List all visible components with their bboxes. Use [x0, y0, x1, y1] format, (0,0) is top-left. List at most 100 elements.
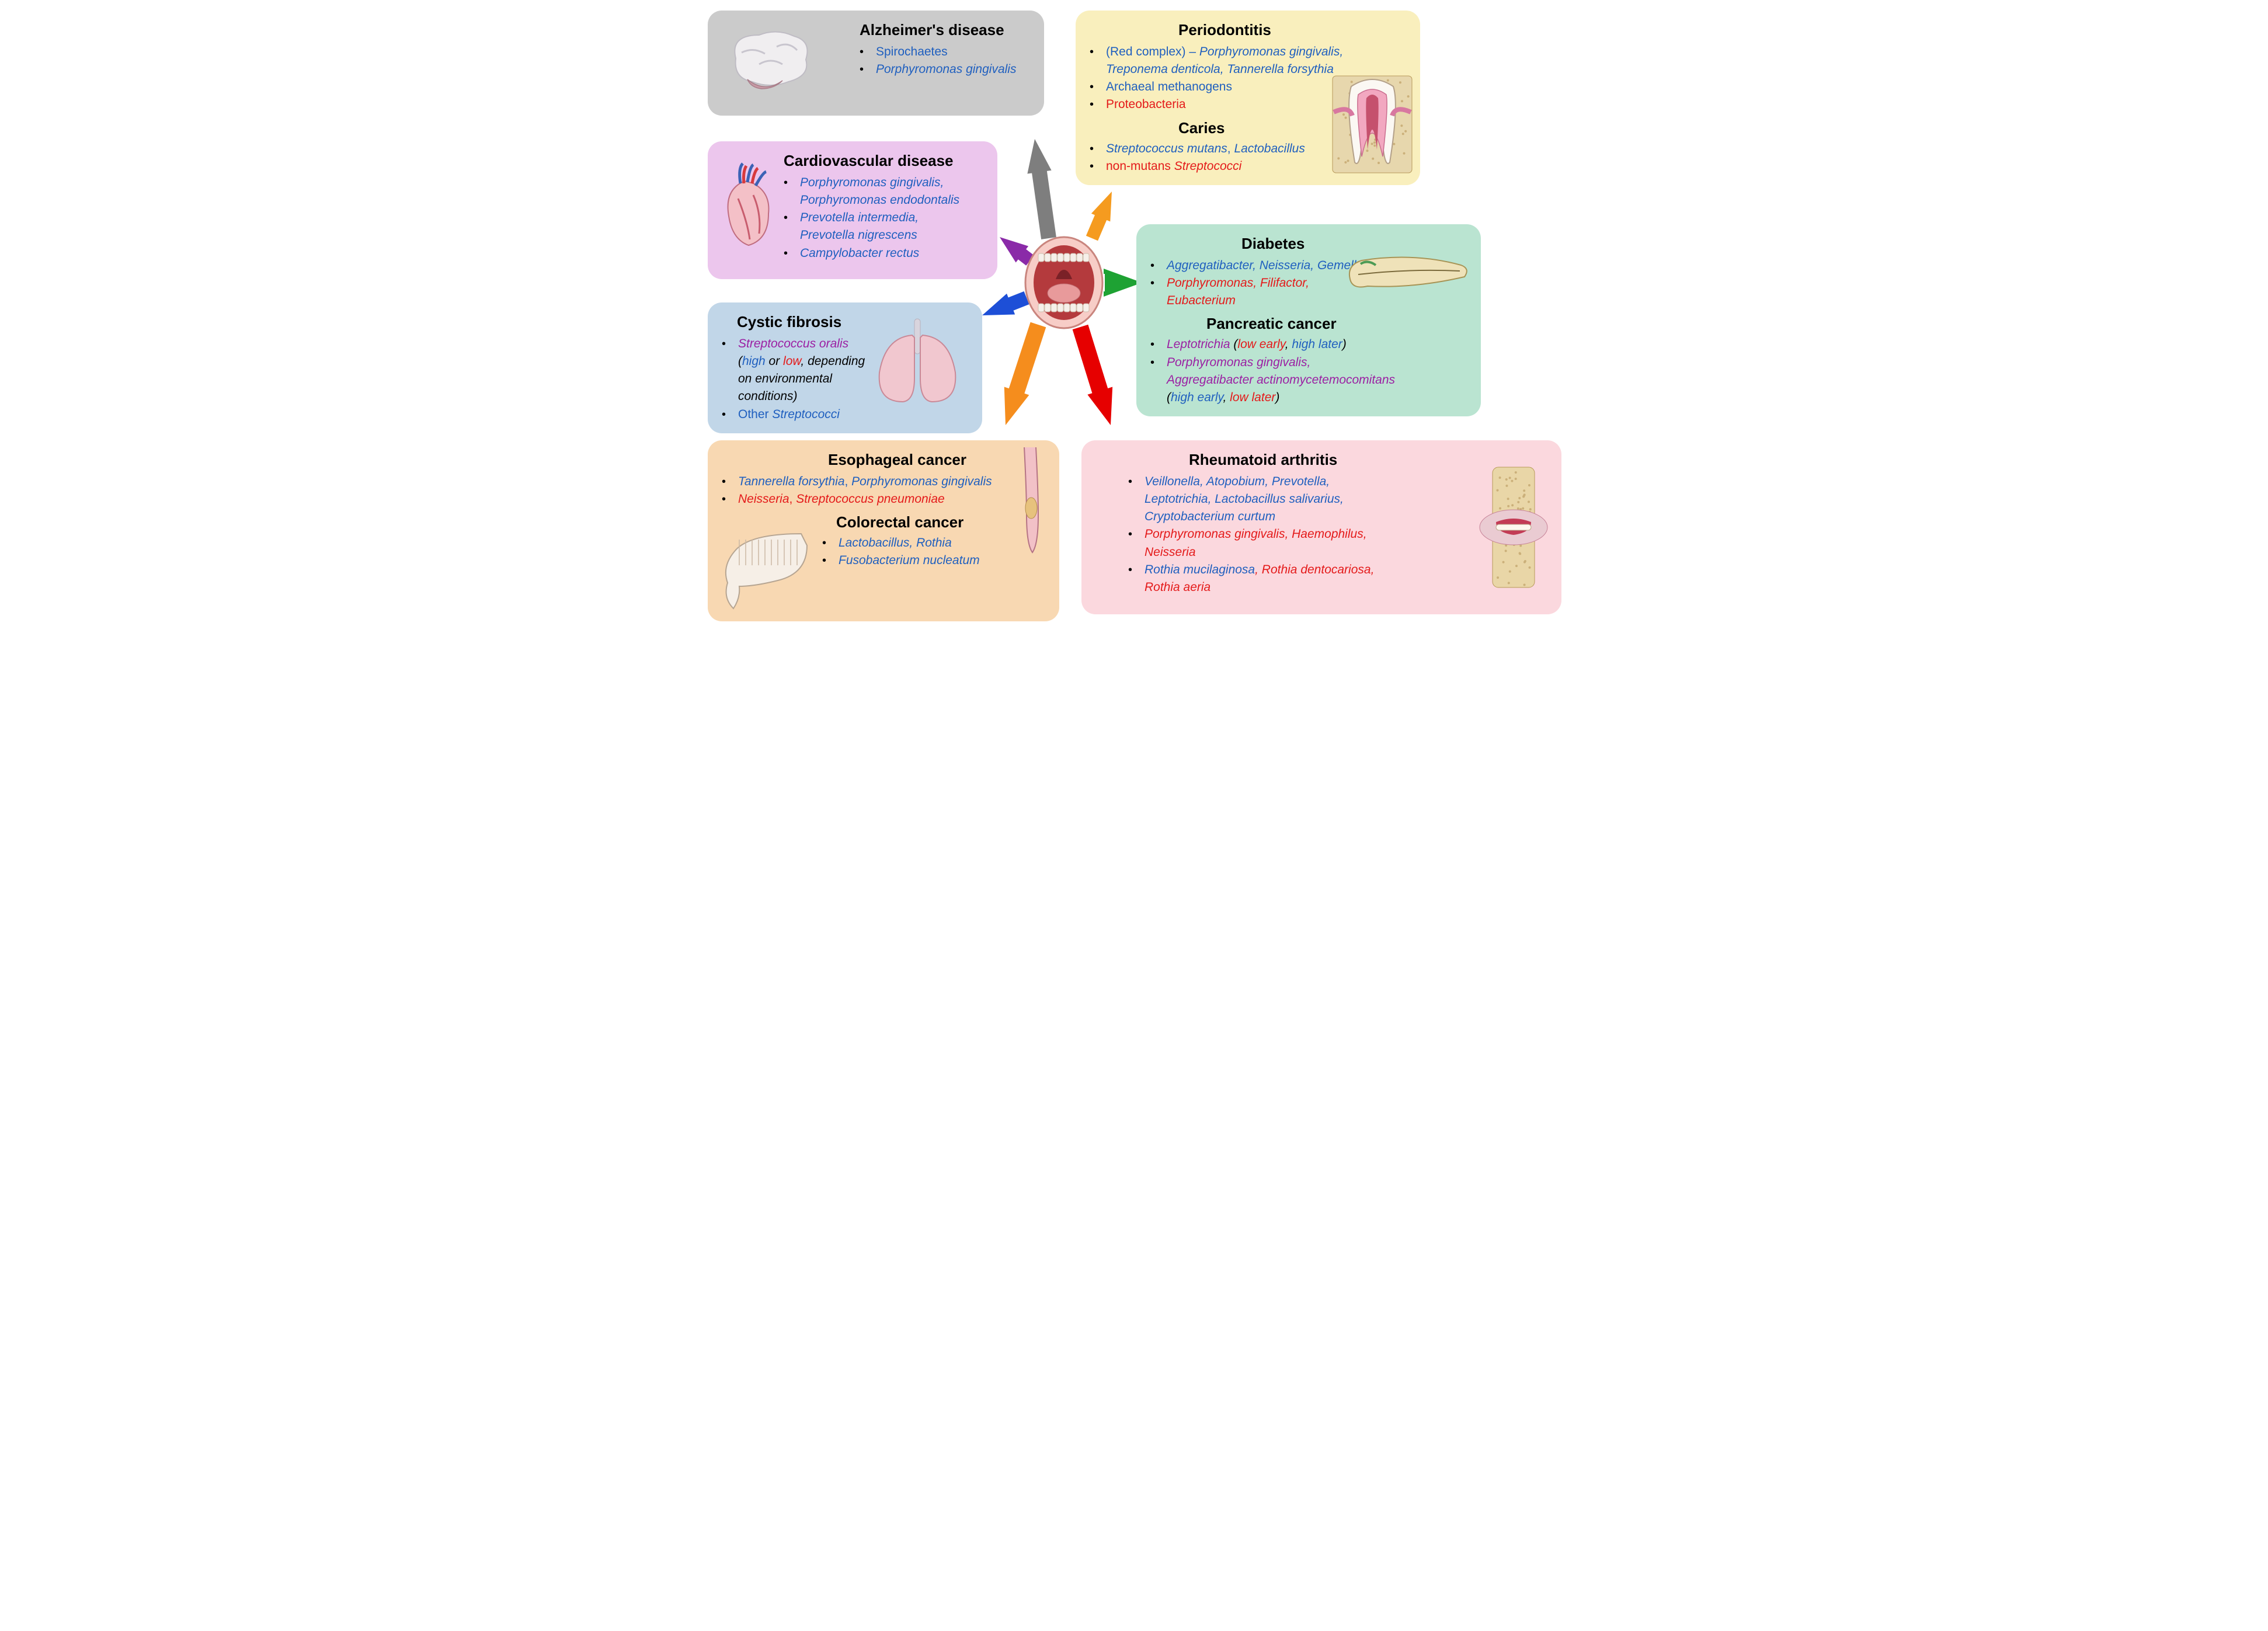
text-segment: Eubacterium	[1167, 294, 1236, 307]
arrow-perio	[1086, 192, 1112, 241]
text-segment: ,	[1255, 563, 1262, 576]
text-segment: Leptotrichia	[1167, 338, 1233, 351]
card-gi: Esophageal cancerTannerella forsythia, P…	[708, 440, 1059, 621]
pancreas-icon	[1344, 248, 1473, 309]
text-segment: Spirochaetes	[876, 45, 948, 58]
arrow-gi	[1004, 322, 1046, 425]
text-segment: low later	[1230, 391, 1275, 404]
text-segment: Other	[738, 408, 772, 421]
text-segment: Porphyromonas gingivalis,	[1167, 356, 1310, 369]
text-segment: Lactobacillus, Rothia	[839, 536, 952, 550]
text-segment: high early	[1171, 391, 1223, 404]
text-segment: Porphyromonas gingivalis,	[1199, 45, 1343, 58]
text-segment: ,	[1371, 563, 1375, 576]
card-title: Alzheimer's disease	[860, 21, 1032, 39]
text-segment: non-mutans	[1106, 159, 1174, 173]
text-segment: Lactobacillus	[1234, 142, 1305, 155]
text-segment: Prevotella nigrescens	[800, 228, 917, 242]
text-segment: )	[1275, 391, 1279, 404]
text-segment: Porphyromonas gingivalis, Haemophilus,	[1145, 527, 1367, 541]
bullet-item: Prevotella nigrescens	[784, 227, 986, 244]
text-segment: or	[766, 354, 783, 368]
text-segment: low	[783, 354, 801, 368]
bullet-item: Tannerella forsythia, Porphyromonas ging…	[722, 474, 1048, 490]
text-segment: ,	[1285, 338, 1292, 351]
arrow-alzheimer	[1027, 139, 1056, 239]
text-segment: Aggregatibacter actinomycetemocomitans	[1167, 373, 1395, 387]
text-segment: (Red complex) –	[1106, 45, 1199, 58]
card-title: Cardiovascular disease	[784, 152, 986, 170]
text-segment: )	[1342, 338, 1347, 351]
card-subtitle: Pancreatic cancer	[1206, 315, 1469, 333]
gi-icon	[714, 528, 819, 618]
text-segment: ,	[1223, 391, 1230, 404]
bullet-item: Porphyromonas gingivalis,	[784, 175, 986, 191]
card-diabetes: DiabetesAggregatibacter, Neisseria, Geme…	[1136, 224, 1481, 416]
lungs-icon	[862, 314, 973, 411]
card-alzheimer: Alzheimer's disease Spirochaetes Porphyrom…	[708, 11, 1044, 116]
mouth-icon	[1023, 236, 1105, 332]
text-segment: Veillonella, Atopobium, Prevotella,	[1145, 475, 1330, 488]
text-segment: high	[742, 354, 766, 368]
bullet-item: (high early, low later)	[1150, 390, 1469, 406]
bullet-item: Campylobacter rectus	[784, 245, 986, 262]
bullet-item: Spirochaetes	[860, 44, 1032, 60]
text-segment: , depending	[801, 354, 865, 368]
item-list: Tannerella forsythia, Porphyromonas ging…	[719, 474, 1048, 507]
card-title: Periodontitis	[1178, 21, 1408, 39]
text-segment: Aggregatibacter, Neisseria, Gemella	[1167, 259, 1363, 272]
text-segment: (	[1167, 391, 1171, 404]
text-segment: low early	[1237, 338, 1285, 351]
text-segment: Porphyromonas, Filifactor,	[1167, 276, 1309, 290]
card-cardio: Cardiovascular disease Porphyromonas ging…	[708, 141, 997, 279]
bullet-item: Aggregatibacter actinomycetemocomitans	[1150, 372, 1469, 388]
text-segment: (	[738, 354, 742, 368]
text-segment: Streptococcus pneumoniae	[796, 492, 945, 506]
bullet-item: Leptotrichia (low early, high later)	[1150, 336, 1469, 353]
text-segment: high later	[1292, 338, 1342, 351]
text-segment: Cryptobacterium curtum	[1145, 510, 1275, 523]
text-segment: Fusobacterium nucleatum	[839, 554, 980, 567]
bullet-item: Porphyromonas gingivalis,	[1150, 354, 1469, 371]
text-segment: Streptococci	[1174, 159, 1242, 173]
text-segment: Porphyromonas gingivalis	[851, 475, 992, 488]
text-segment: Rothia mucilaginosa	[1145, 563, 1255, 576]
text-segment: Streptococcus oralis	[738, 337, 848, 350]
text-segment: ,	[789, 492, 796, 506]
arrow-arthritis	[1073, 325, 1113, 425]
text-segment: Porphyromonas gingivalis	[876, 62, 1016, 76]
text-segment: conditions)	[738, 390, 798, 403]
text-segment: ,	[845, 475, 852, 488]
text-segment: Treponema denticola, Tannerella forsythi…	[1106, 62, 1334, 76]
joint-icon	[1473, 466, 1554, 592]
brain-icon	[718, 23, 818, 102]
text-segment: Rothia dentocariosa	[1262, 563, 1371, 576]
text-segment: Neisseria	[1145, 545, 1196, 559]
bullet-item: Porphyromonas gingivalis	[860, 61, 1032, 78]
card-arthritis: Rheumatoid arthritisVeillonella, Atopobi…	[1081, 440, 1561, 614]
bullet-item: Porphyromonas endodontalis	[784, 192, 986, 208]
bullet-item: Prevotella intermedia,	[784, 210, 986, 226]
text-segment: Rothia aeria	[1145, 580, 1210, 594]
text-segment: Leptotrichia, Lactobacillus salivarius,	[1145, 492, 1344, 506]
heart-icon	[712, 158, 777, 254]
text-segment: Neisseria	[738, 492, 789, 506]
text-segment: Archaeal methanogens	[1106, 80, 1232, 93]
text-segment: Porphyromonas endodontalis	[800, 193, 959, 207]
card-cystic: Cystic fibrosisStreptococcus oralis(high…	[708, 302, 982, 433]
text-segment: Porphyromonas gingivalis,	[800, 176, 944, 189]
esophagus-icon	[1013, 445, 1048, 559]
text-segment: ,	[1227, 142, 1234, 155]
text-segment: Streptococcus mutans	[1106, 142, 1227, 155]
bullet-item: (Red complex) – Porphyromonas gingivalis…	[1090, 44, 1408, 60]
text-segment: on environmental	[738, 372, 832, 385]
tooth-icon	[1331, 75, 1413, 177]
card-perio: Periodontitis (Red complex) – Porphyromon…	[1076, 11, 1420, 185]
text-segment: Prevotella intermedia,	[800, 211, 919, 224]
text-segment: Campylobacter rectus	[800, 246, 919, 260]
text-segment: Proteobacteria	[1106, 98, 1186, 111]
text-segment: Streptococci	[772, 408, 840, 421]
diagram-canvas: Alzheimer's disease Spirochaetes Porphyrom…	[702, 5, 1566, 626]
bullet-item: Neisseria, Streptococcus pneumoniae	[722, 491, 1048, 507]
item-list-2: Leptotrichia (low early, high later)Porp…	[1148, 336, 1469, 406]
